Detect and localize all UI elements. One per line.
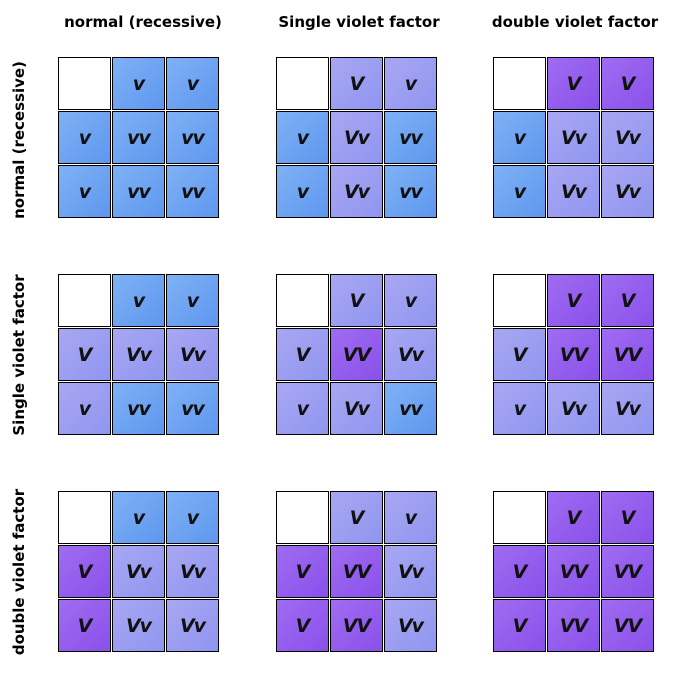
punnett-square: V V V VV VV v Vv Vv (493, 274, 656, 437)
empty-corner-cell (58, 57, 111, 110)
genotype-cell: V (276, 328, 329, 381)
genotype-cell: Vv (112, 545, 165, 598)
genotype-cell: v (493, 111, 546, 164)
genotype-cell: VV (601, 328, 654, 381)
genotype-cell: Vv (384, 599, 437, 652)
genotype-cell: VV (601, 545, 654, 598)
row-header-single: Single violet factor (10, 274, 28, 436)
column-header-double: double violet factor (491, 13, 659, 31)
genotype-cell: V (276, 599, 329, 652)
genotype-cell: vv (112, 111, 165, 164)
genotype-cell: Vv (547, 165, 600, 218)
genotype-cell: v (276, 111, 329, 164)
genotype-cell: vv (166, 165, 219, 218)
punnett-square: V V V VV VV V VV VV (493, 491, 656, 654)
genotype-cell: Vv (547, 382, 600, 435)
genotype-cell: VV (330, 328, 383, 381)
genotype-cell: V (601, 274, 654, 327)
punnett-square: v v V Vv Vv v vv vv (58, 274, 221, 437)
genotype-cell: Vv (330, 111, 383, 164)
genotype-cell: v (166, 274, 219, 327)
genotype-cell: Vv (384, 328, 437, 381)
genotype-cell: Vv (330, 382, 383, 435)
genotype-cell: v (112, 274, 165, 327)
genotype-cell: Vv (112, 328, 165, 381)
genotype-cell: vv (384, 165, 437, 218)
genotype-cell: VV (547, 328, 600, 381)
empty-corner-cell (276, 491, 329, 544)
genotype-cell: v (384, 274, 437, 327)
genotype-cell: Vv (384, 545, 437, 598)
genotype-cell: vv (166, 382, 219, 435)
genotype-cell: v (112, 491, 165, 544)
genotype-cell: Vv (166, 328, 219, 381)
genotype-cell: v (384, 491, 437, 544)
genotype-cell: V (493, 599, 546, 652)
punnett-square: v v V Vv Vv V Vv Vv (58, 491, 221, 654)
punnett-square: v v v vv vv v vv vv (58, 57, 221, 220)
genotype-cell: v (384, 57, 437, 110)
genotype-cell: V (547, 274, 600, 327)
empty-corner-cell (58, 491, 111, 544)
genotype-cell: Vv (166, 599, 219, 652)
genotype-cell: v (166, 491, 219, 544)
row-header-double-wrap: double violet factor (0, 487, 38, 657)
genotype-cell: Vv (601, 382, 654, 435)
genotype-cell: V (58, 599, 111, 652)
row-header-single-wrap: Single violet factor (0, 270, 38, 440)
genotype-cell: Vv (601, 111, 654, 164)
genotype-cell: V (547, 491, 600, 544)
genotype-cell: V (601, 57, 654, 110)
genotype-cell: V (330, 491, 383, 544)
genotype-cell: v (493, 382, 546, 435)
genotype-cell: V (601, 491, 654, 544)
genotype-cell: Vv (166, 545, 219, 598)
genotype-cell: vv (384, 382, 437, 435)
genotype-cell: V (330, 57, 383, 110)
genotype-cell: vv (384, 111, 437, 164)
genotype-cell: vv (112, 382, 165, 435)
genotype-cell: VV (547, 599, 600, 652)
genotype-cell: v (276, 165, 329, 218)
empty-corner-cell (493, 57, 546, 110)
genotype-cell: V (276, 545, 329, 598)
empty-corner-cell (493, 274, 546, 327)
row-header-double: double violet factor (10, 488, 28, 656)
genotype-cell: VV (330, 545, 383, 598)
column-header-normal: normal (recessive) (64, 13, 222, 31)
genotype-cell: Vv (547, 111, 600, 164)
genotype-cell: v (112, 57, 165, 110)
genotype-cell: Vv (601, 165, 654, 218)
genotype-cell: V (330, 274, 383, 327)
genotype-cell: V (58, 545, 111, 598)
genotype-cell: VV (601, 599, 654, 652)
column-header-single: Single violet factor (278, 13, 440, 31)
genotype-cell: Vv (112, 599, 165, 652)
genotype-cell: v (166, 57, 219, 110)
genotype-cell: vv (166, 111, 219, 164)
row-header-normal: normal (recessive) (10, 61, 28, 219)
genotype-cell: v (276, 382, 329, 435)
genotype-cell: VV (330, 599, 383, 652)
empty-corner-cell (276, 274, 329, 327)
empty-corner-cell (58, 274, 111, 327)
genotype-cell: V (547, 57, 600, 110)
genotype-cell: vv (112, 165, 165, 218)
genotype-cell: VV (547, 545, 600, 598)
genotype-cell: v (58, 165, 111, 218)
empty-corner-cell (493, 491, 546, 544)
genotype-cell: v (58, 111, 111, 164)
row-header-normal-wrap: normal (recessive) (0, 55, 38, 225)
genotype-cell: v (493, 165, 546, 218)
empty-corner-cell (276, 57, 329, 110)
genotype-cell: V (58, 328, 111, 381)
genotype-cell: V (493, 328, 546, 381)
genotype-cell: v (58, 382, 111, 435)
genotype-cell: Vv (330, 165, 383, 218)
genotype-cell: V (493, 545, 546, 598)
